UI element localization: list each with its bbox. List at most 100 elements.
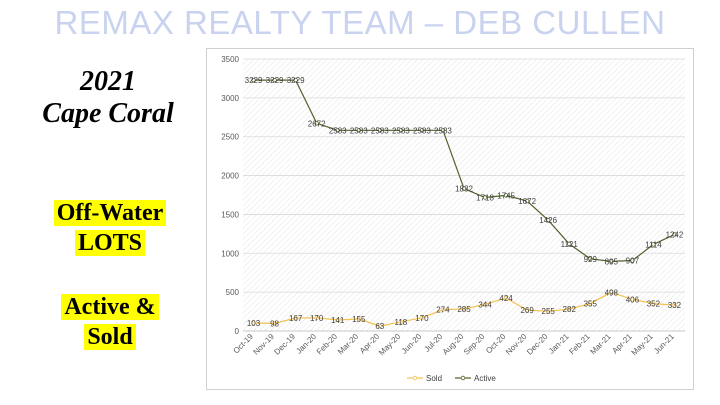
data-label: 406 bbox=[626, 295, 640, 304]
data-point bbox=[251, 320, 256, 326]
y-tick-label: 2000 bbox=[221, 172, 239, 181]
data-point bbox=[651, 242, 656, 247]
data-label: 1114 bbox=[645, 240, 662, 249]
data-label: 3229 bbox=[266, 76, 284, 85]
y-tick-label: 1000 bbox=[221, 249, 239, 258]
data-point bbox=[419, 315, 425, 320]
x-tick-label: Dec-20 bbox=[525, 332, 550, 357]
legend-marker bbox=[412, 375, 418, 381]
data-point bbox=[672, 302, 677, 308]
data-point bbox=[609, 259, 614, 264]
x-tick-label: Feb-21 bbox=[567, 332, 592, 357]
data-label: 1832 bbox=[455, 185, 473, 194]
x-tick-label: Mar-20 bbox=[336, 332, 361, 357]
data-label: 2672 bbox=[308, 119, 326, 128]
data-point bbox=[461, 306, 467, 312]
data-label: 2583 bbox=[434, 126, 452, 135]
data-label: 344 bbox=[478, 300, 492, 309]
y-tick-label: 2500 bbox=[221, 133, 239, 142]
data-label: 1242 bbox=[666, 230, 684, 239]
y-tick-label: 3500 bbox=[221, 55, 239, 64]
data-point bbox=[272, 77, 277, 83]
x-tick-label: Jan-21 bbox=[547, 332, 571, 356]
data-label: 103 bbox=[247, 319, 261, 328]
x-tick-label: Mar-21 bbox=[588, 332, 613, 357]
data-point bbox=[503, 295, 509, 301]
data-label: 907 bbox=[626, 257, 640, 266]
data-point bbox=[398, 128, 404, 133]
data-point bbox=[524, 307, 530, 313]
y-tick-label: 3000 bbox=[221, 94, 239, 103]
data-point bbox=[440, 307, 446, 312]
data-label: 1718 bbox=[476, 193, 494, 202]
data-label: 355 bbox=[584, 299, 598, 308]
data-label: 1745 bbox=[497, 191, 515, 200]
data-point bbox=[440, 128, 446, 133]
data-point bbox=[461, 186, 467, 191]
data-label: 155 bbox=[352, 315, 366, 324]
x-tick-label: Dec-19 bbox=[272, 332, 297, 357]
city-text: Cape Coral bbox=[42, 98, 174, 129]
data-label: 118 bbox=[394, 318, 407, 327]
x-tick-label: Nov-19 bbox=[251, 332, 276, 357]
data-label: 352 bbox=[647, 300, 661, 309]
data-label: 63 bbox=[375, 322, 384, 331]
year-heading: 2021 Cape Coral bbox=[28, 66, 188, 130]
active-sold-heading: Active & Sold bbox=[30, 292, 190, 352]
y-tick-label: 500 bbox=[226, 288, 240, 297]
data-point bbox=[567, 306, 572, 312]
data-label: 2583 bbox=[350, 126, 368, 135]
x-tick-label: Sep-20 bbox=[462, 332, 487, 357]
data-point bbox=[293, 315, 298, 321]
data-point bbox=[398, 319, 404, 325]
data-label: 1426 bbox=[539, 216, 557, 225]
legend-label: Sold bbox=[426, 374, 442, 383]
x-tick-label: Jun-20 bbox=[400, 332, 424, 356]
data-label: 285 bbox=[457, 305, 471, 314]
data-label: 1672 bbox=[518, 197, 536, 206]
data-point bbox=[630, 258, 635, 263]
data-label: 3229 bbox=[245, 76, 263, 85]
data-label: 170 bbox=[310, 314, 324, 323]
data-label: 167 bbox=[289, 314, 303, 323]
data-point bbox=[672, 232, 677, 237]
data-label: 895 bbox=[605, 257, 619, 266]
data-label: 2583 bbox=[413, 126, 431, 135]
legend-label: Active bbox=[474, 374, 496, 383]
data-point bbox=[314, 315, 319, 320]
data-label: 255 bbox=[542, 307, 556, 316]
data-label: 274 bbox=[436, 306, 450, 315]
lots-line2: LOTS bbox=[74, 230, 146, 256]
data-label: 3229 bbox=[287, 76, 305, 85]
data-label: 141 bbox=[331, 316, 345, 325]
data-label: 269 bbox=[520, 306, 534, 315]
data-point bbox=[335, 317, 340, 323]
data-point bbox=[314, 121, 319, 126]
data-label: 1121 bbox=[561, 240, 579, 249]
data-point bbox=[272, 321, 277, 326]
data-point bbox=[567, 241, 572, 247]
data-point bbox=[482, 302, 488, 307]
data-point bbox=[609, 290, 614, 295]
banner-title: REMAX REALTY TEAM – DEB CULLEN bbox=[54, 4, 666, 41]
data-point bbox=[588, 256, 593, 262]
data-label: 170 bbox=[415, 314, 429, 323]
data-label: 498 bbox=[605, 288, 619, 297]
data-label: 2583 bbox=[392, 126, 410, 135]
data-point bbox=[251, 77, 256, 83]
x-tick-label: May-20 bbox=[377, 332, 403, 358]
data-label: 98 bbox=[270, 319, 279, 328]
data-point bbox=[377, 128, 383, 133]
x-tick-label: May-21 bbox=[630, 332, 656, 358]
data-point bbox=[503, 193, 509, 198]
y-tick-label: 1500 bbox=[221, 210, 239, 219]
data-point bbox=[377, 323, 383, 329]
active-line2: Sold bbox=[84, 324, 136, 350]
year-text: 2021 bbox=[80, 66, 136, 97]
lots-line1: Off-Water bbox=[53, 200, 167, 226]
data-label: 2583 bbox=[329, 126, 347, 135]
data-point bbox=[335, 128, 340, 133]
chart-container: 0 500 1000 1500 2000 2500 3000 3500 Oct-19 Nov-1… bbox=[206, 48, 694, 390]
data-point bbox=[651, 301, 656, 306]
